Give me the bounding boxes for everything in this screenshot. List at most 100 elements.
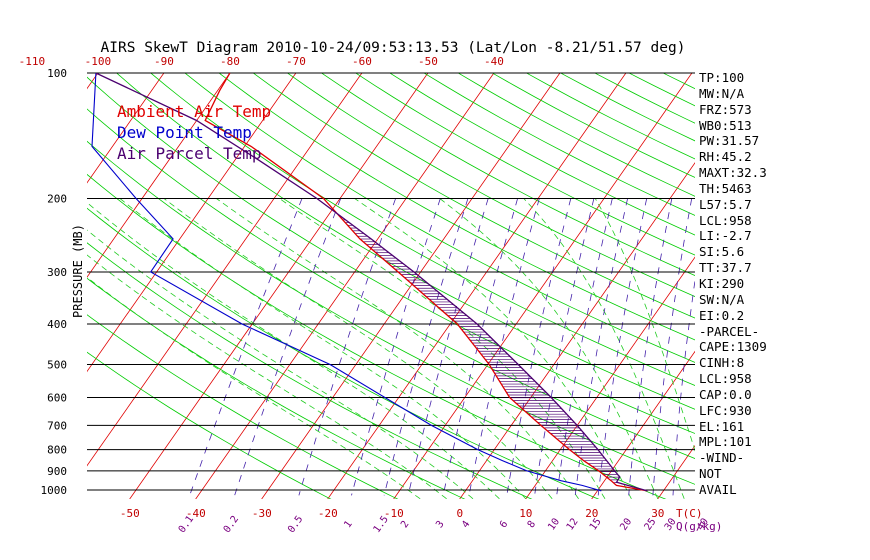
ambient-air-temp-curve	[204, 73, 648, 492]
dry-adiabat-line	[87, 351, 332, 499]
mixing-ratio-tick-label: 1	[342, 519, 354, 530]
mixing-ratio-line	[189, 198, 303, 496]
isotherm-line	[87, 73, 99, 90]
pressure-tick-label: 1000	[41, 484, 68, 497]
moist-adiabat-line	[594, 198, 695, 452]
mixing-ratio-tick-label: 0.2	[222, 514, 241, 535]
isotherm-line	[261, 73, 561, 499]
moist-adiabat-line	[439, 198, 659, 499]
dry-adiabat-line	[87, 314, 399, 499]
pressure-tick-label: 400	[47, 318, 67, 331]
dry-adiabat-line	[150, 73, 695, 386]
side-index-item: EI:0.2	[699, 307, 745, 323]
side-index-item: SI:5.6	[699, 244, 745, 260]
side-index-item: CINH:8	[699, 355, 745, 371]
dry-adiabat-line	[252, 73, 695, 319]
mixing-ratio-tick-label: 12	[565, 516, 581, 532]
isotherm-line	[87, 73, 297, 373]
top-temp-tick-label: -40	[484, 55, 504, 68]
side-index-item: LFC:930	[699, 402, 752, 418]
bottom-temp-tick-label: 20	[585, 507, 598, 520]
moist-adiabat-line	[87, 276, 421, 499]
side-index-item: MAXT:32.3	[699, 165, 767, 181]
moist-adiabat-line	[216, 198, 579, 499]
dry-adiabat-line	[184, 73, 695, 363]
moist-adiabat-line	[523, 198, 685, 499]
side-index-item: LI:-2.7	[699, 228, 752, 244]
side-index-item: EL:161	[699, 418, 745, 434]
side-index-item: CAP:0.0	[699, 386, 752, 402]
dry-adiabat-line	[423, 73, 695, 216]
bottom-temp-tick-label: -10	[384, 507, 404, 520]
mixing-ratio-tick-label: 4	[460, 519, 472, 530]
mixing-ratio-tick-label: 6	[498, 519, 510, 530]
side-index-item: NOT	[699, 466, 722, 482]
side-index-item: LCL:958	[699, 371, 752, 387]
isotherm-line	[327, 73, 627, 499]
side-index-item: L57:5.7	[699, 196, 752, 212]
dry-adiabat-line	[87, 277, 466, 499]
pressure-tick-label: 300	[47, 266, 67, 279]
legend-entry: Dew Point Temp	[117, 123, 252, 142]
side-index-item: -PARCEL-	[699, 323, 760, 339]
isotherm-line	[0, 64, 38, 508]
moist-adiabat-line	[119, 198, 527, 499]
side-index-item: TH:5463	[699, 180, 752, 196]
top-temp-tick-label: -100	[85, 55, 112, 68]
top-temp-tick-label: -110	[19, 55, 46, 68]
dry-adiabat-line	[87, 173, 667, 499]
moist-adiabat-line	[87, 201, 500, 499]
mixing-ratio-tick-label: 8	[526, 519, 538, 530]
dry-adiabat-line	[355, 73, 695, 256]
mixing-ratio-line	[534, 198, 595, 496]
side-index-item: TP:100	[699, 70, 745, 85]
dry-adiabat-line	[87, 108, 695, 459]
mixing-ratio-line	[506, 198, 572, 496]
mixing-ratio-line	[628, 198, 673, 496]
moist-adiabat-line	[354, 198, 632, 499]
legend-entry: Ambient Air Temp	[117, 102, 271, 121]
dry-adiabat-line	[87, 242, 533, 499]
mixing-ratio-line	[351, 198, 441, 496]
mixing-ratio-line	[234, 198, 342, 496]
mixing-ratio-tick-label: 10	[546, 516, 562, 532]
dry-adiabat-line	[525, 73, 695, 160]
bottom-temp-tick-label: 10	[519, 507, 532, 520]
side-index-item: TT:37.7	[699, 260, 752, 276]
mixing-ratio-tick-label: 3	[434, 519, 446, 530]
isotherm-line	[129, 73, 429, 499]
side-index-item: -WIND-	[699, 450, 745, 466]
dry-adiabat-line	[87, 76, 695, 434]
mixing-ratio-line	[407, 198, 489, 496]
bottom-temp-tick-label: -20	[318, 507, 338, 520]
dry-adiabat-line	[457, 73, 695, 197]
bottom-temp-tick-label: -30	[252, 507, 272, 520]
mixing-ratio-line	[442, 198, 518, 496]
air-parcel-temp-curve	[95, 73, 648, 492]
isotherm-line	[195, 73, 495, 499]
moist-adiabat-line	[279, 198, 606, 499]
side-index-item: CAPE:1309	[699, 339, 767, 355]
side-index-item: MW:N/A	[699, 85, 745, 101]
isotherm-line	[87, 73, 363, 467]
mixing-ratio-line	[298, 198, 396, 496]
pressure-tick-label: 100	[47, 67, 67, 80]
side-index-item: RH:45.2	[699, 149, 752, 165]
mixing-ratio-unit: Q(g/kg)	[676, 520, 722, 533]
mixing-ratio-line	[468, 198, 540, 496]
top-temp-tick-label: -90	[154, 55, 174, 68]
dry-adiabat-line	[559, 73, 695, 142]
mixing-ratio-tick-label: 0.5	[286, 514, 305, 535]
top-temp-tick-label: -50	[418, 55, 438, 68]
mixing-ratio-line	[556, 198, 613, 496]
bottom-temp-tick-label: -50	[120, 507, 140, 520]
mixing-ratio-line	[383, 198, 469, 496]
dew-point-temp-curve	[91, 73, 602, 492]
moist-adiabat-line	[87, 254, 447, 499]
moist-adiabat-line	[87, 229, 474, 499]
side-index-item: SW:N/A	[699, 291, 745, 307]
dry-adiabat-line	[87, 207, 600, 499]
legend-entry: Air Parcel Temp	[117, 144, 262, 163]
top-temp-tick-label: -80	[220, 55, 240, 68]
isotherm-line	[87, 73, 231, 278]
